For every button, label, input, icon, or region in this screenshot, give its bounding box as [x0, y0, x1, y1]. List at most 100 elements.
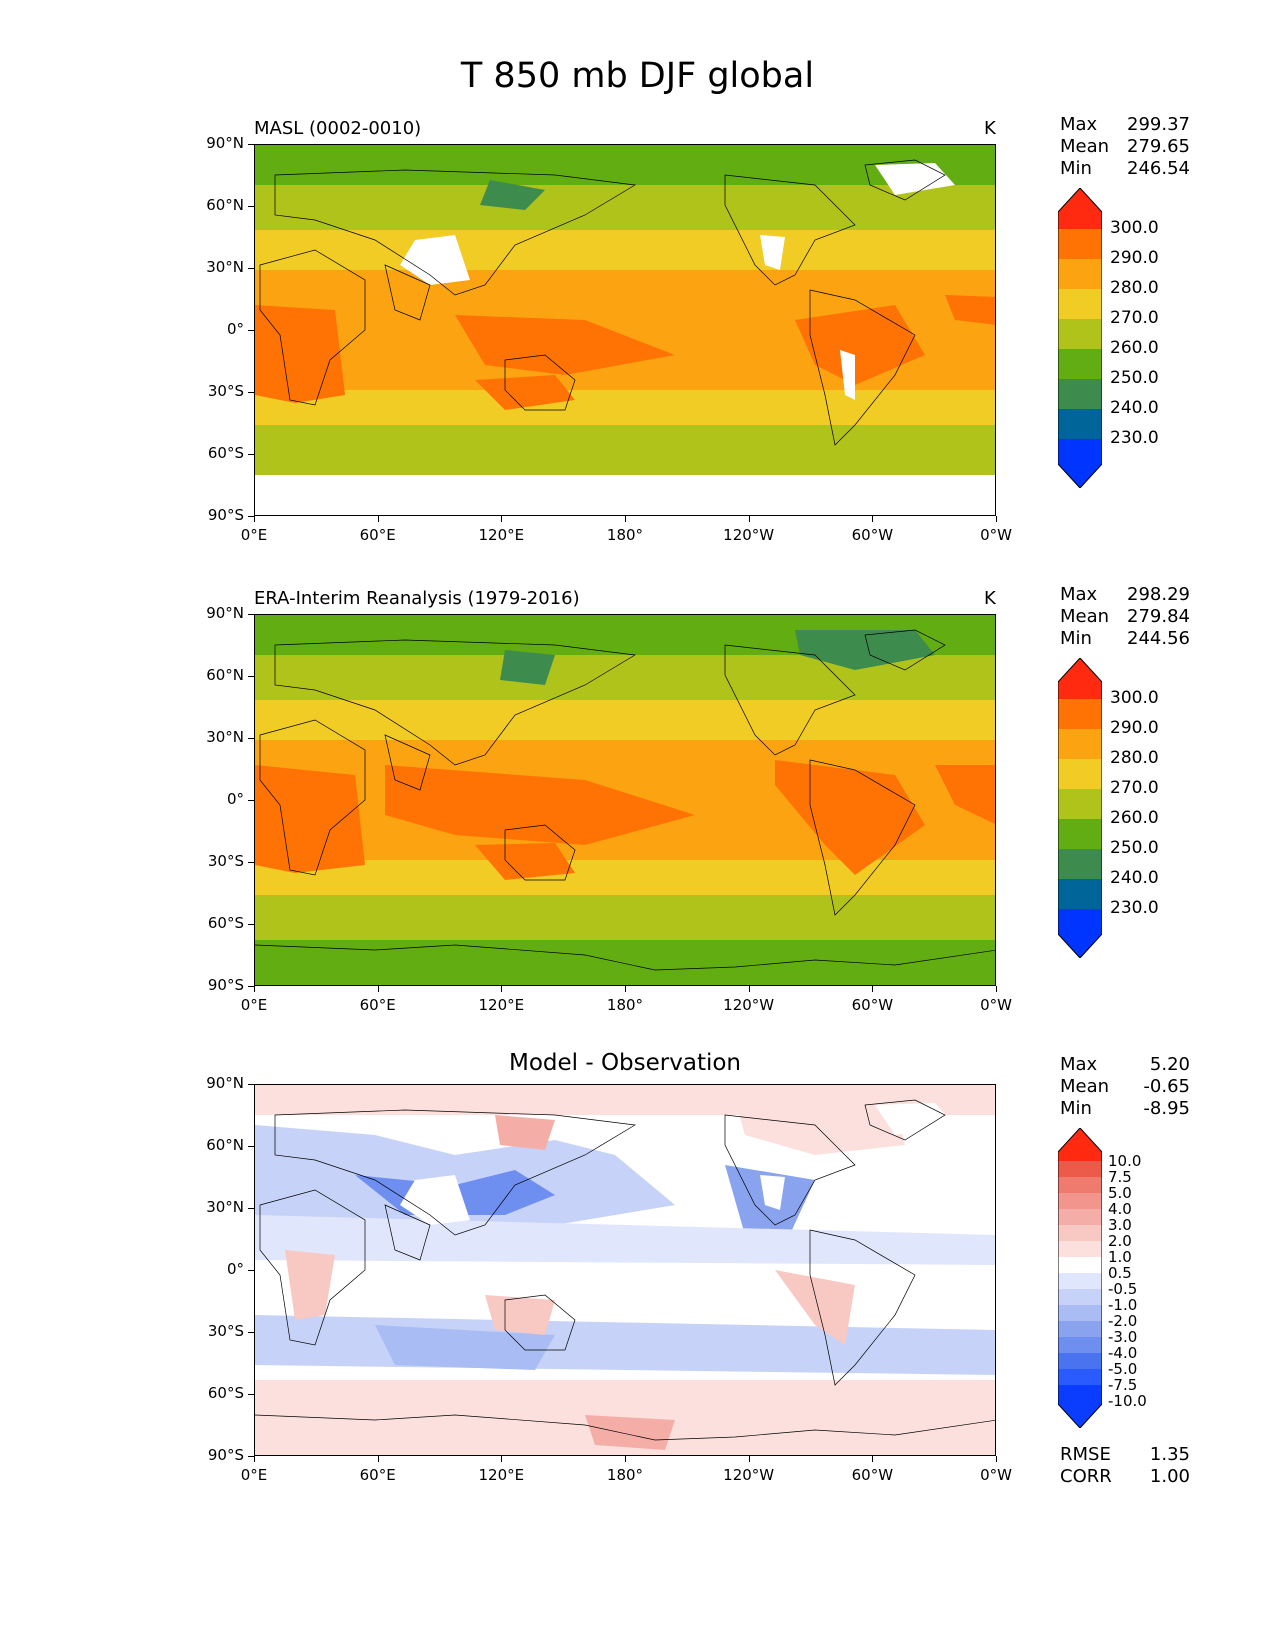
- temperature-colorbar: [1057, 187, 1103, 492]
- lon-tick-label: 180°: [606, 996, 644, 1014]
- stat-label: CORR: [1060, 1466, 1112, 1487]
- lon-tick-label: 120°E: [478, 526, 525, 544]
- stat-min: Min -8.95: [1060, 1098, 1190, 1120]
- lon-tick-mark: [501, 986, 503, 992]
- difference-map: [254, 1084, 996, 1456]
- stat-mean: Mean 279.65: [1060, 136, 1190, 158]
- lat-tick-mark: [248, 738, 254, 739]
- colorbar-label: 0.5: [1108, 1264, 1132, 1282]
- lat-tick-label: 60°S: [207, 444, 244, 462]
- colorbar-label: 280.0: [1110, 748, 1159, 768]
- lat-tick-label: 0°: [226, 1260, 244, 1278]
- colorbar-label: 3.0: [1108, 1216, 1132, 1234]
- colorbar-label: 290.0: [1110, 248, 1159, 268]
- stat-value: 279.84: [1127, 606, 1190, 627]
- colorbar-label: 240.0: [1110, 398, 1159, 418]
- lon-tick-mark: [625, 1456, 626, 1462]
- colorbar-label: 290.0: [1110, 718, 1159, 738]
- lat-tick-mark: [248, 986, 254, 987]
- stat-max: Max 5.20: [1060, 1054, 1190, 1076]
- stat-corr: CORR 1.00: [1060, 1466, 1190, 1488]
- colorbar-label: 1.0: [1108, 1248, 1132, 1266]
- lat-tick-label: 90°S: [207, 506, 244, 524]
- observation-map: [254, 614, 996, 986]
- stat-label: Mean: [1060, 606, 1110, 627]
- lon-tick-label: 60°W: [851, 996, 894, 1014]
- lat-tick-mark: [248, 392, 254, 393]
- lat-tick-mark: [248, 1146, 254, 1147]
- stat-value: 299.37: [1127, 114, 1190, 135]
- stat-value: 279.65: [1127, 136, 1190, 157]
- colorbar-label: 230.0: [1110, 898, 1159, 918]
- lat-tick-label: 60°N: [206, 196, 244, 214]
- colorbar-label: -1.0: [1108, 1296, 1138, 1314]
- colorbar-label: 270.0: [1110, 308, 1159, 328]
- stat-value: 298.29: [1127, 584, 1190, 605]
- lat-tick-label: 60°N: [206, 1136, 244, 1154]
- difference-panel: Model - Observation: [0, 1050, 1275, 1518]
- lon-tick-label: 0°W: [980, 996, 1012, 1014]
- stat-value: -8.95: [1143, 1098, 1190, 1119]
- lat-tick-label: 30°N: [206, 728, 244, 746]
- lon-tick-mark: [625, 986, 626, 992]
- lon-tick-label: 0°W: [980, 526, 1012, 544]
- colorbar-label: 270.0: [1110, 778, 1159, 798]
- lat-tick-label: 90°N: [206, 134, 244, 152]
- lon-tick-label: 0°E: [240, 996, 268, 1014]
- lon-tick-mark: [501, 1456, 503, 1462]
- stat-label: Max: [1060, 114, 1098, 135]
- lat-tick-mark: [248, 924, 254, 925]
- lat-tick-label: 30°S: [207, 1322, 244, 1340]
- colorbar-label: 5.0: [1108, 1184, 1132, 1202]
- stat-label: Max: [1060, 584, 1098, 605]
- stat-label: Mean: [1060, 136, 1110, 157]
- colorbar-label: -10.0: [1108, 1392, 1147, 1410]
- stat-value: 1.00: [1149, 1466, 1190, 1487]
- lat-tick-label: 90°S: [207, 1446, 244, 1464]
- lat-tick-label: 30°N: [206, 1198, 244, 1216]
- lat-tick-mark: [248, 330, 254, 331]
- lon-tick-label: 0°W: [980, 1466, 1012, 1484]
- lon-tick-mark: [254, 986, 255, 992]
- lat-tick-label: 60°S: [207, 1384, 244, 1402]
- lat-tick-mark: [248, 1208, 254, 1209]
- lon-tick-label: 60°W: [851, 526, 894, 544]
- panel-title: MASL (0002-0010): [254, 118, 422, 139]
- colorbar-label: -7.5: [1108, 1376, 1138, 1394]
- lat-tick-mark: [248, 268, 254, 269]
- lat-tick-mark: [248, 1084, 254, 1085]
- lat-tick-mark: [248, 1332, 254, 1333]
- colorbar-label: 280.0: [1110, 278, 1159, 298]
- colorbar-label: -0.5: [1108, 1280, 1138, 1298]
- lon-tick-mark: [872, 1456, 874, 1462]
- colorbar-swatches: [1057, 657, 1103, 959]
- units-label: K: [984, 118, 996, 139]
- lon-tick-mark: [377, 986, 379, 992]
- lon-tick-label: 120°E: [478, 1466, 525, 1484]
- colorbar-label: -2.0: [1108, 1312, 1138, 1330]
- stat-mean: Mean -0.65: [1060, 1076, 1190, 1098]
- colorbar-label: -5.0: [1108, 1360, 1138, 1378]
- lon-tick-label: 180°: [606, 526, 644, 544]
- colorbar-label: 230.0: [1110, 428, 1159, 448]
- lon-tick-label: 120°W: [723, 1466, 775, 1484]
- lon-tick-mark: [377, 516, 379, 522]
- lon-tick-mark: [872, 986, 874, 992]
- lat-tick-mark: [248, 800, 254, 801]
- lat-tick-mark: [248, 676, 254, 677]
- lon-tick-label: 120°W: [723, 996, 775, 1014]
- lat-tick-label: 0°: [226, 320, 244, 338]
- panel-title: Model - Observation: [508, 1050, 742, 1076]
- stat-max: Max 298.29: [1060, 584, 1190, 606]
- lat-tick-mark: [248, 1270, 254, 1271]
- lat-tick-mark: [248, 144, 254, 145]
- lon-tick-mark: [254, 516, 255, 522]
- lat-tick-mark: [248, 1394, 254, 1395]
- stat-rmse: RMSE 1.35: [1060, 1444, 1190, 1466]
- lat-tick-label: 90°S: [207, 976, 244, 994]
- colorbar-swatches: [1057, 1127, 1103, 1429]
- colorbar-label: 2.0: [1108, 1232, 1132, 1250]
- figure-title: T 850 mb DJF global: [460, 56, 815, 96]
- stat-max: Max 299.37: [1060, 114, 1190, 136]
- colorbar-label: 250.0: [1110, 838, 1159, 858]
